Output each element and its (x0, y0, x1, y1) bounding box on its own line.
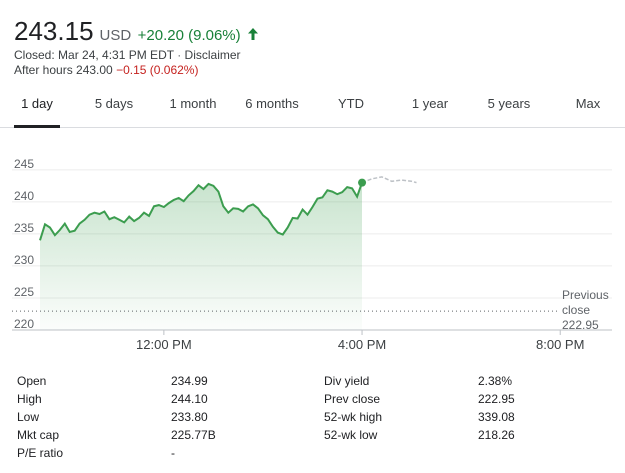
price-area (40, 182, 362, 330)
x-tick-label: 4:00 PM (338, 337, 386, 352)
stat-label: Low (17, 410, 40, 424)
tab-max[interactable]: Max (575, 96, 601, 111)
y-tick-label: 230 (14, 253, 34, 267)
stat-value: 222.95 (478, 392, 515, 406)
stat-label: Div yield (324, 374, 370, 388)
tab-1-day[interactable]: 1 day (21, 96, 53, 111)
stat-value: 233.80 (171, 410, 208, 424)
stat-value: 2.38% (478, 374, 513, 388)
current-price: 243.15 (14, 16, 94, 46)
tab-ytd[interactable]: YTD (338, 96, 364, 111)
tab-1-month[interactable]: 1 month (169, 96, 217, 111)
current-price-dot (358, 178, 367, 187)
stat-value: - (171, 446, 175, 460)
stat-label: Prev close (324, 392, 381, 406)
price-line (39, 182, 363, 241)
previous-close-label-2: close (562, 303, 590, 317)
previous-close-value: 222.95 (562, 318, 599, 332)
tab-5-days[interactable]: 5 days (94, 96, 134, 111)
stat-value: 244.10 (171, 392, 208, 406)
closed-time: Closed: Mar 24, 4:31 PM EDT (14, 48, 174, 62)
y-tick-label: 235 (14, 221, 34, 235)
stat-label: Open (17, 374, 47, 388)
range-tabs: 1 day 5 days 1 month 6 months YTD 1 year… (0, 90, 625, 128)
y-tick-label: 240 (14, 189, 34, 203)
stat-label: 52-wk high (324, 410, 383, 424)
y-tick-label: 245 (14, 157, 34, 171)
tab-6-months[interactable]: 6 months (245, 96, 299, 111)
stat-value: 339.08 (478, 410, 515, 424)
disclaimer-link[interactable]: Disclaimer (184, 48, 241, 62)
price-chart[interactable]: 245 240 235 230 225 220 12:00 PM 4:00 PM 8:00 P… (0, 150, 625, 360)
tab-5-years[interactable]: 5 years (487, 96, 531, 111)
stat-value: 225.77B (171, 428, 216, 442)
active-tab-indicator (14, 125, 60, 128)
previous-close-label: Previous (562, 288, 609, 302)
stat-label: 52-wk low (324, 428, 378, 442)
x-tick-label: 12:00 PM (136, 337, 192, 352)
y-tick-label: 220 (14, 317, 34, 331)
currency-label: USD (99, 27, 132, 44)
stat-label: P/E ratio (17, 446, 64, 460)
after-hours-price: After hours 243.00 (14, 63, 113, 77)
x-tick-label: 8:00 PM (536, 337, 584, 352)
market-status: Closed: Mar 24, 4:31 PM EDT · Disclaimer (14, 48, 241, 62)
stat-value: 218.26 (478, 428, 515, 442)
stat-label: High (17, 392, 42, 406)
tab-1-year[interactable]: 1 year (411, 96, 449, 111)
quote-header: 243.15 USD +20.20 (9.06%) (14, 16, 259, 47)
after-hours-change: −0.15 (0.062%) (116, 63, 199, 77)
y-tick-label: 225 (14, 285, 34, 299)
after-hours: After hours 243.00 −0.15 (0.062%) (14, 63, 198, 77)
stat-label: Mkt cap (17, 428, 60, 442)
after-hours-line (361, 176, 417, 184)
stat-value: 234.99 (171, 374, 208, 388)
meta-separator: · (177, 48, 182, 62)
arrow-up-icon (247, 28, 258, 40)
price-change: +20.20 (9.06%) (137, 27, 241, 44)
